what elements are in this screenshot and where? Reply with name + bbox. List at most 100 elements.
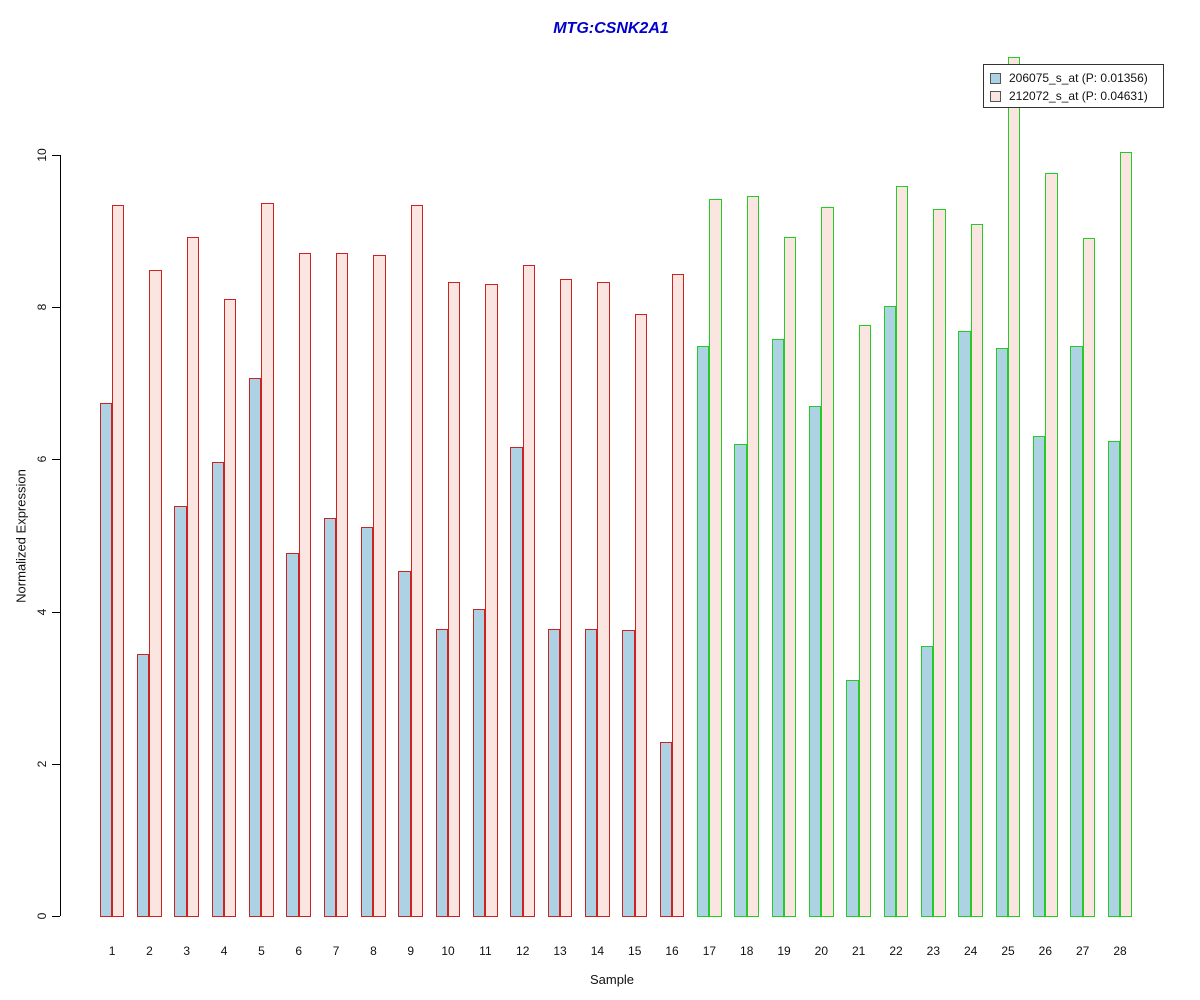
bar-sample-23-206075_s_at bbox=[920, 646, 934, 917]
x-axis-tick-label: 17 bbox=[702, 944, 717, 958]
legend-label: 212072_s_at (P: 0.04631) bbox=[1009, 89, 1148, 103]
x-axis-tick-label: 8 bbox=[370, 944, 377, 958]
legend-label: 206075_s_at (P: 0.01356) bbox=[1009, 71, 1148, 85]
bar-sample-10-206075_s_at bbox=[435, 629, 449, 917]
bar-sample-14-212072_s_at bbox=[597, 282, 610, 917]
y-axis-tick bbox=[52, 611, 60, 613]
bar-sample-19-212072_s_at bbox=[784, 237, 797, 917]
x-axis-tick-label: 14 bbox=[590, 944, 605, 958]
bar-sample-20-212072_s_at bbox=[821, 207, 834, 917]
legend-swatch-icon bbox=[990, 72, 1001, 84]
bar-sample-13-206075_s_at bbox=[547, 629, 561, 917]
bar-sample-22-212072_s_at bbox=[896, 186, 909, 917]
bar-sample-9-212072_s_at bbox=[410, 205, 424, 917]
legend: 206075_s_at (P: 0.01356) 212072_s_at (P: … bbox=[983, 64, 1164, 108]
y-axis-tick bbox=[52, 916, 60, 917]
bar-sample-12-206075_s_at bbox=[510, 447, 523, 917]
bar-sample-13-212072_s_at bbox=[560, 279, 573, 917]
x-axis-tick-label: 7 bbox=[332, 944, 340, 958]
bar-sample-25-206075_s_at bbox=[995, 348, 1008, 917]
x-axis-tick-label: 15 bbox=[628, 944, 642, 958]
x-axis-tick-label: 5 bbox=[258, 944, 265, 958]
x-axis-tick-label: 26 bbox=[1038, 944, 1053, 958]
y-axis-tick bbox=[52, 307, 60, 309]
bar-sample-5-212072_s_at bbox=[261, 203, 274, 917]
x-axis-tick-label: 24 bbox=[964, 944, 978, 958]
bar-sample-25-212072_s_at bbox=[1008, 57, 1021, 917]
bar-sample-5-206075_s_at bbox=[249, 378, 262, 917]
x-axis-tick-label: 21 bbox=[852, 944, 866, 958]
bar-sample-3-212072_s_at bbox=[186, 237, 200, 917]
bar-sample-2-212072_s_at bbox=[149, 270, 162, 917]
bar-sample-17-212072_s_at bbox=[709, 199, 722, 917]
bar-sample-21-212072_s_at bbox=[858, 325, 872, 917]
x-axis-tick-label: 27 bbox=[1075, 944, 1090, 958]
bar-sample-12-212072_s_at bbox=[522, 265, 536, 917]
x-axis-tick-label: 19 bbox=[777, 944, 791, 958]
x-axis-tick-label: 10 bbox=[441, 944, 455, 958]
x-axis-tick-label: 16 bbox=[665, 944, 679, 958]
y-axis-tick bbox=[52, 763, 60, 765]
x-axis-tick-label: 28 bbox=[1113, 944, 1127, 958]
bar-sample-10-212072_s_at bbox=[448, 282, 461, 917]
bar-sample-6-212072_s_at bbox=[298, 253, 312, 917]
bar-sample-24-212072_s_at bbox=[970, 224, 984, 917]
x-axis-tick-label: 6 bbox=[295, 944, 303, 958]
x-axis-tick-label: 22 bbox=[889, 944, 903, 958]
bar-sample-20-206075_s_at bbox=[808, 406, 822, 917]
y-axis-tick-label: 0 bbox=[35, 912, 49, 920]
legend-row: 212072_s_at (P: 0.04631) bbox=[990, 87, 1158, 105]
bar-sample-23-212072_s_at bbox=[933, 209, 946, 917]
x-axis-tick-label: 1 bbox=[108, 944, 116, 958]
bar-sample-15-212072_s_at bbox=[634, 314, 648, 917]
bar-sample-14-206075_s_at bbox=[584, 629, 598, 917]
bar-sample-28-206075_s_at bbox=[1107, 441, 1120, 917]
y-axis-tick-label: 2 bbox=[35, 760, 49, 768]
bar-sample-11-212072_s_at bbox=[485, 284, 498, 917]
bar-sample-26-206075_s_at bbox=[1032, 436, 1046, 917]
y-axis-tick bbox=[52, 155, 60, 156]
bar-sample-26-212072_s_at bbox=[1045, 173, 1058, 917]
bar-sample-18-206075_s_at bbox=[734, 444, 747, 917]
bar-sample-4-206075_s_at bbox=[211, 462, 225, 917]
y-axis-title: Normalized Expression bbox=[13, 469, 29, 603]
y-axis-tick-label: 6 bbox=[35, 456, 49, 463]
x-axis-tick-label: 20 bbox=[814, 944, 829, 958]
legend-row: 206075_s_at (P: 0.01356) bbox=[990, 69, 1158, 87]
bar-sample-27-206075_s_at bbox=[1070, 346, 1083, 917]
bar-sample-24-206075_s_at bbox=[958, 331, 971, 917]
bar-sample-4-212072_s_at bbox=[224, 299, 237, 917]
x-axis-tick-label: 13 bbox=[553, 944, 567, 958]
x-axis-tick-label: 25 bbox=[1001, 944, 1015, 958]
bar-sample-7-212072_s_at bbox=[336, 253, 349, 917]
x-axis-tick-label: 3 bbox=[183, 944, 191, 958]
bar-sample-21-206075_s_at bbox=[846, 680, 859, 917]
bar-sample-9-206075_s_at bbox=[398, 571, 411, 917]
bar-sample-17-206075_s_at bbox=[696, 346, 710, 917]
bar-sample-19-206075_s_at bbox=[771, 339, 785, 917]
y-axis-tick bbox=[52, 459, 60, 461]
bar-sample-15-206075_s_at bbox=[622, 630, 635, 917]
bar-sample-28-212072_s_at bbox=[1120, 152, 1133, 917]
bar-sample-11-206075_s_at bbox=[473, 609, 486, 917]
y-axis-tick-label: 10 bbox=[35, 148, 49, 162]
x-axis-tick-label: 23 bbox=[926, 944, 941, 958]
bar-sample-1-206075_s_at bbox=[99, 403, 113, 917]
bar-sample-18-212072_s_at bbox=[746, 196, 760, 917]
bar-sample-1-212072_s_at bbox=[112, 205, 125, 917]
x-axis-tick-label: 12 bbox=[516, 944, 530, 958]
bar-sample-7-206075_s_at bbox=[323, 518, 337, 917]
bar-sample-16-212072_s_at bbox=[672, 274, 685, 917]
chart-title: MTG:CSNK2A1 bbox=[553, 20, 669, 37]
x-axis-title: Sample bbox=[589, 972, 635, 987]
bar-sample-27-212072_s_at bbox=[1082, 238, 1096, 917]
x-axis-tick-label: 2 bbox=[146, 944, 153, 958]
legend-swatch-icon bbox=[990, 90, 1001, 102]
x-axis-tick-label: 4 bbox=[220, 944, 228, 958]
bar-sample-3-206075_s_at bbox=[174, 506, 187, 917]
bar-sample-8-206075_s_at bbox=[361, 527, 374, 917]
x-axis-tick-label: 11 bbox=[479, 944, 492, 958]
y-axis-line bbox=[60, 155, 61, 916]
bar-sample-2-206075_s_at bbox=[137, 654, 150, 917]
